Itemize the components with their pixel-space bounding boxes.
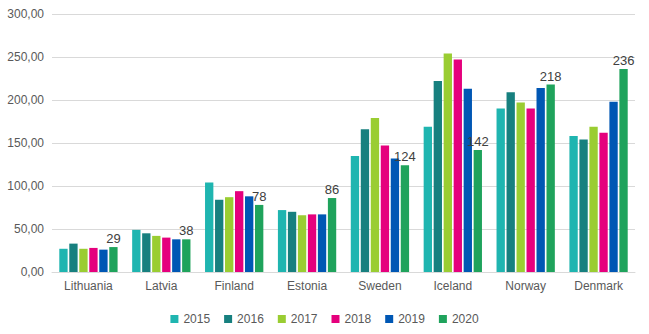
svg-text:0,00: 0,00 xyxy=(21,265,45,279)
svg-text:2017: 2017 xyxy=(291,312,318,326)
svg-text:2018: 2018 xyxy=(345,312,372,326)
svg-text:Estonia: Estonia xyxy=(287,279,327,293)
svg-text:Iceland: Iceland xyxy=(433,279,472,293)
svg-text:236: 236 xyxy=(613,53,635,68)
svg-text:2016: 2016 xyxy=(237,312,264,326)
svg-text:38: 38 xyxy=(179,223,193,238)
svg-text:86: 86 xyxy=(325,182,339,197)
svg-text:2020: 2020 xyxy=(452,312,479,326)
svg-text:150,00: 150,00 xyxy=(7,136,44,150)
svg-text:Lithuania: Lithuania xyxy=(64,279,113,293)
svg-text:Norway: Norway xyxy=(505,279,546,293)
svg-text:124: 124 xyxy=(394,149,416,164)
svg-text:50,00: 50,00 xyxy=(14,222,44,236)
svg-text:100,00: 100,00 xyxy=(7,179,44,193)
svg-text:2019: 2019 xyxy=(398,312,425,326)
svg-text:Sweden: Sweden xyxy=(358,279,401,293)
svg-text:78: 78 xyxy=(252,189,266,204)
svg-text:218: 218 xyxy=(540,69,562,84)
svg-text:29: 29 xyxy=(106,231,120,246)
svg-text:Finland: Finland xyxy=(215,279,254,293)
svg-text:200,00: 200,00 xyxy=(7,93,44,107)
svg-text:Denmark: Denmark xyxy=(574,279,624,293)
svg-text:Latvia: Latvia xyxy=(145,279,177,293)
svg-text:250,00: 250,00 xyxy=(7,50,44,64)
svg-text:142: 142 xyxy=(467,134,489,149)
svg-text:300,00: 300,00 xyxy=(7,7,44,21)
svg-text:2015: 2015 xyxy=(183,312,210,326)
